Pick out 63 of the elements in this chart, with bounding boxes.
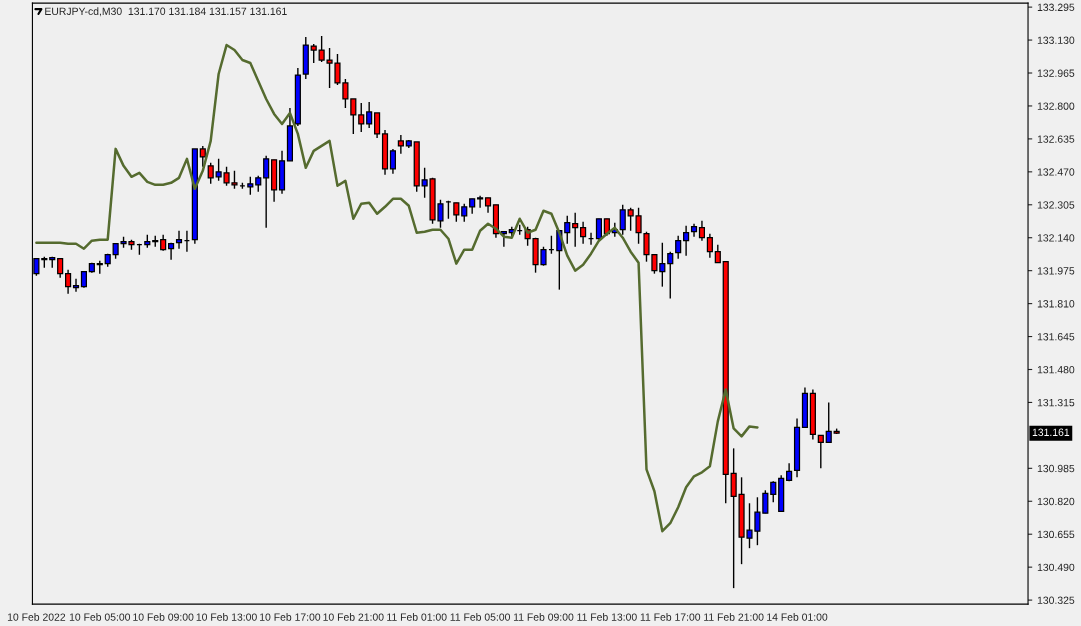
y-tick-label: 130.820 (1037, 497, 1075, 506)
candlestick (500, 231, 507, 248)
y-tick-label: 130.655 (1037, 530, 1075, 539)
candlestick (207, 162, 214, 185)
x-tick-label: 14 Feb 01:00 (767, 613, 828, 621)
candlestick (683, 225, 690, 257)
x-tick-label: 10 Feb 17:00 (260, 613, 321, 621)
y-tick-label: 131.975 (1037, 267, 1075, 275)
y-tick-label: 130.325 (1037, 596, 1075, 604)
candlestick (374, 112, 381, 139)
x-tick-label: 10 Feb 09:00 (133, 613, 194, 621)
candlestick (770, 480, 777, 503)
candlestick (453, 202, 460, 223)
candlestick (619, 204, 626, 236)
x-tick-label: 11 Feb 17:00 (640, 613, 701, 621)
y-tick-label: 132.635 (1037, 135, 1075, 143)
text: 131.161 (1032, 428, 1070, 436)
y-tick-label: 132.470 (1037, 168, 1075, 176)
y-tick-label: 132.965 (1037, 69, 1075, 77)
x-tick-label: 11 Feb 05:00 (450, 613, 511, 621)
x-tick-label: 10 Feb 21:00 (323, 613, 384, 621)
x-tick-label: 10 Feb 2022 (7, 613, 66, 621)
candlestick (366, 101, 373, 129)
x-tick-label: 11 Feb 21:00 (704, 613, 764, 621)
y-tick-label: 133.295 (1037, 3, 1075, 11)
candlestick (199, 145, 206, 168)
y-tick-label: 133.130 (1037, 36, 1075, 44)
chart-title: EURJPY-cd,M30 131.170 131.184 131.157 131.161 (45, 7, 287, 17)
candlestick (72, 277, 80, 293)
candlestick (310, 43, 317, 64)
candlestick (358, 102, 365, 133)
y-tick-label: 132.800 (1037, 102, 1075, 110)
candlestick (168, 242, 175, 261)
line-series (35, 43, 759, 533)
candlestick (65, 268, 72, 295)
x-tick-label: 11 Feb 01:00 (387, 613, 447, 621)
candlestick (825, 401, 832, 444)
x-tick-label: 11 Feb 09:00 (513, 613, 574, 621)
candlestick (580, 221, 587, 245)
candlestick (175, 230, 183, 250)
y-tick-label: 132.140 (1037, 234, 1075, 242)
candlestick (564, 215, 571, 245)
candlestick (698, 220, 706, 242)
candlestick (477, 195, 484, 209)
y-tick-label: 131.480 (1037, 366, 1075, 374)
x-tick-label: 11 Feb 13:00 (577, 613, 637, 621)
candlestick (675, 235, 682, 260)
x-tick-label: 10 Feb 05:00 (69, 613, 131, 621)
candlestick (57, 257, 64, 279)
candlestick (706, 233, 713, 259)
candlestick (817, 434, 824, 470)
candlestick (263, 155, 270, 229)
candlestick (397, 134, 404, 155)
candlestick (667, 251, 674, 300)
y-tick-label: 131.645 (1037, 333, 1075, 341)
candlestick (389, 148, 397, 175)
x-tick-label: 10 Feb 13:00 (196, 613, 257, 621)
y-tick-label: 130.490 (1037, 563, 1075, 572)
y-tick-label: 131.810 (1037, 300, 1075, 308)
candlestick (572, 212, 579, 248)
y-tick-label: 130.985 (1037, 464, 1075, 473)
y-tick-label: 131.315 (1037, 398, 1075, 407)
y-tick-label: 132.305 (1037, 201, 1075, 209)
